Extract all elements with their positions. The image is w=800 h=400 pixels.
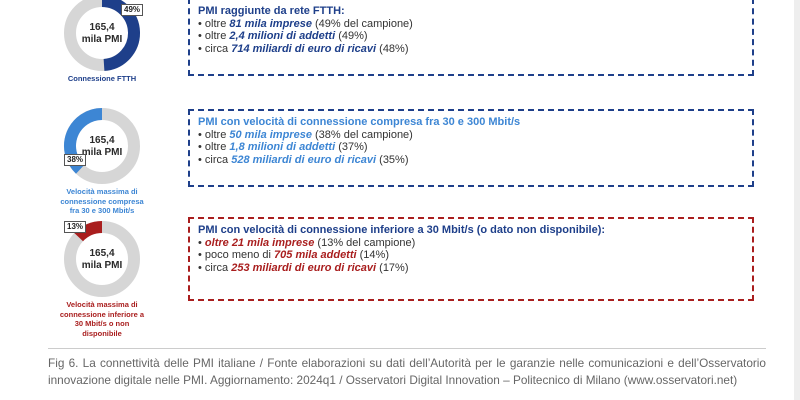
item-suffix: (17%)	[376, 261, 409, 274]
donut-chart-label: Velocità massima di connessione compresa…	[60, 187, 144, 215]
donut-svg-ftth	[64, 0, 140, 71]
list-item: circa 528 miliardi di euro di ricavi (35…	[198, 154, 744, 167]
item-prefix: circa	[204, 42, 232, 55]
item-prefix: oltre	[204, 141, 230, 153]
list-item: oltre 81 mila imprese (49% del campione)	[198, 18, 744, 31]
item-suffix: (38% del campione)	[311, 128, 413, 141]
info-box-list: oltre 50 mila imprese (38% del campione)…	[198, 129, 744, 167]
donut-center-label: 165,4 mila PMI	[81, 22, 123, 45]
donut-center-label: 165,4 mila PMI	[81, 135, 123, 158]
list-item: poco meno di 705 mila addetti (14%)	[198, 249, 744, 262]
info-box-ftth: PMI raggiunte da rete FTTH: oltre 81 mil…	[188, 0, 754, 76]
list-item: oltre 1,8 milioni di addetti (37%)	[198, 141, 744, 154]
item-prefix: circa	[204, 153, 232, 166]
donut-svg-under-30	[64, 221, 140, 297]
list-item: oltre 21 mila imprese (13% del campione)	[198, 237, 744, 250]
item-highlight: 1,8 milioni di addetti	[229, 141, 336, 153]
donut-chart-ftth: 165,4 mila PMI 49% Connessione FTTH	[63, 0, 144, 83]
item-prefix: poco meno di	[204, 249, 275, 261]
item-prefix: oltre	[204, 30, 230, 42]
list-item: oltre 2,4 milioni di addetti (49%)	[198, 30, 744, 43]
item-highlight: 81 mila imprese	[229, 17, 312, 30]
item-highlight: 253 miliardi di euro di ricavi	[231, 261, 377, 274]
list-item: circa 714 miliardi di euro di ricavi (48…	[198, 43, 744, 56]
item-suffix: (49% del campione)	[311, 17, 413, 30]
info-box-title: PMI con velocità di connessione compresa…	[198, 116, 521, 128]
item-highlight: 528 miliardi di euro di ricavi	[231, 153, 377, 166]
item-suffix: (35%)	[376, 153, 409, 166]
donut-chart-30-300: 165,4 mila PMI 38% Velocità massima di c…	[60, 107, 144, 215]
item-suffix: (14%)	[356, 249, 389, 261]
percent-tag: 49%	[121, 4, 144, 16]
page-scrollbar[interactable]	[794, 0, 800, 400]
donut-center-label: 165,4 mila PMI	[81, 248, 123, 271]
item-highlight: 2,4 milioni di addetti	[229, 30, 336, 42]
percent-tag: 13%	[64, 221, 87, 233]
info-box-title: PMI con velocità di connessione inferior…	[198, 224, 606, 236]
item-prefix: oltre	[204, 17, 230, 30]
item-suffix: (37%)	[335, 141, 368, 153]
item-highlight: 50 mila imprese	[229, 128, 312, 141]
donut-chart-label: Connessione FTTH	[67, 74, 137, 83]
item-prefix: oltre	[204, 128, 230, 141]
list-item: circa 253 miliardi di euro di ricavi (17…	[198, 262, 744, 275]
figure-caption: Fig 6. La connettività delle PMI italian…	[48, 348, 766, 389]
donut-chart-label: Velocità massima di connessione inferior…	[59, 300, 145, 338]
info-box-title: PMI raggiunte da rete FTTH:	[198, 5, 345, 17]
donut-chart-under-30: 165,4 mila PMI 13% Velocità massima di c…	[60, 220, 144, 338]
item-suffix: (48%)	[376, 42, 409, 55]
item-highlight: oltre 21 mila imprese	[204, 236, 315, 249]
donut-highlight-segment	[101, 0, 140, 71]
item-highlight: 705 mila addetti	[274, 249, 357, 261]
percent-tag: 38%	[64, 154, 87, 166]
donut-highlight-segment	[74, 221, 103, 242]
info-box-under-30: PMI con velocità di connessione inferior…	[188, 217, 754, 301]
item-highlight: 714 miliardi di euro di ricavi	[231, 42, 377, 55]
info-box-30-300: PMI con velocità di connessione compresa…	[188, 109, 754, 187]
info-box-list: oltre 21 mila imprese (13% del campione)…	[198, 237, 744, 275]
info-box-list: oltre 81 mila imprese (49% del campione)…	[198, 18, 744, 56]
item-suffix: (13% del campione)	[314, 236, 416, 249]
item-prefix: circa	[204, 261, 232, 274]
list-item: oltre 50 mila imprese (38% del campione)	[198, 129, 744, 142]
item-suffix: (49%)	[335, 30, 368, 42]
